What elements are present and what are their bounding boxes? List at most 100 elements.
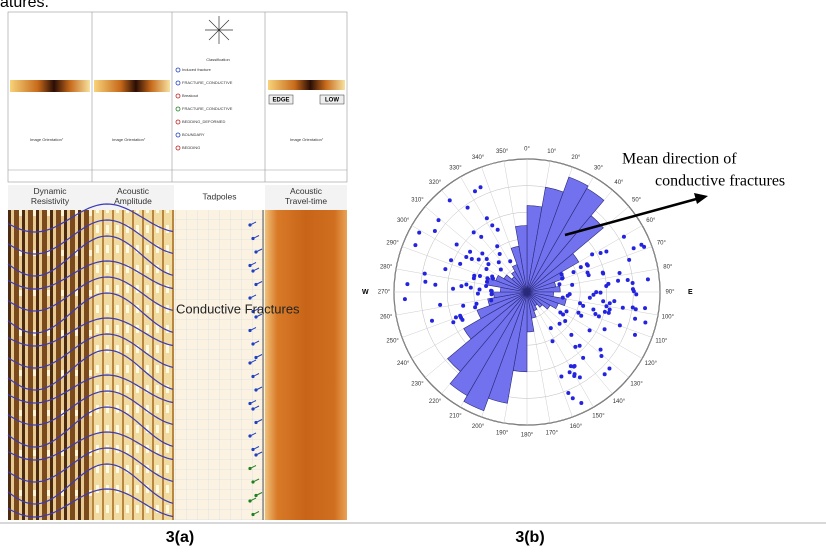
pole-point [578,344,582,348]
pole-point [468,250,472,254]
pole-point [433,283,437,287]
angle-label: 310° [411,198,424,204]
color-bar [10,80,90,92]
angle-label: 90° [665,290,675,296]
pole-point [458,262,462,266]
angle-label: 60° [646,218,656,224]
pole-point [588,328,592,332]
pole-point [472,274,476,278]
pole-point [443,267,447,271]
angle-label: 100° [662,314,675,320]
angle-label: 220° [429,399,442,405]
pole-point [569,364,573,368]
pole-point [632,246,636,250]
pole-point [558,310,562,314]
scale-label: Image Orientation° [112,137,146,142]
pole-point [604,249,608,253]
pole-point [470,257,474,261]
pole-point [621,306,625,310]
pole-point [618,271,622,275]
color-bar [94,80,170,92]
pole-point [573,364,577,368]
tadpole-head [248,264,251,267]
pole-point [590,252,594,256]
angle-label: 150° [592,413,605,419]
pole-point [472,230,476,234]
tadpole-head [251,269,254,272]
angle-label: 130° [630,381,643,387]
scale-label: Image Orientation° [290,137,324,142]
pole-point [578,375,582,379]
button-label[interactable]: EDGE [272,98,289,104]
pole-point [405,282,409,286]
pole-point [604,284,608,288]
tadpole-head [251,237,254,240]
pole-point [498,252,502,256]
pole-point [578,301,582,305]
pole-point [489,298,493,302]
pole-point [579,265,583,269]
pole-point [557,282,561,286]
caption: 3(a) [166,529,194,546]
pole-point [560,272,564,276]
pole-point [566,391,570,395]
pole-point [626,278,630,282]
angle-label: 270° [378,290,391,296]
pole-point [417,231,421,235]
tadpole-head [248,329,251,332]
tadpole-head [248,402,251,405]
tadpole-head [254,283,257,286]
angle-label: 170° [546,430,559,436]
tadpole-head [251,342,254,345]
pole-point [495,244,499,248]
pole-point [603,372,607,376]
angle-label: 280° [380,265,393,271]
pole-point [438,303,442,307]
pole-point [607,311,611,315]
pole-point [479,185,483,189]
compass-label: W [362,289,369,296]
pole-point [643,320,647,324]
pole-point [464,282,468,286]
amplitude-image [92,210,174,520]
log-header [8,12,347,182]
pole-point [579,401,583,405]
pole-point [433,229,437,233]
angle-label: 190° [496,430,509,436]
tadpole-head [251,513,254,516]
arrow-head [694,193,708,204]
tadpole-head [254,356,257,359]
pole-point [499,267,503,271]
tadpole-head [251,375,254,378]
angle-label: 120° [645,361,658,367]
scale-label: Image Orientation° [30,137,64,142]
pole-point [597,314,601,318]
pole-point [508,259,512,263]
annotation: Conductive Fractures [176,301,300,316]
pole-point [599,291,603,295]
pole-point [448,198,452,202]
angle-label: 250° [386,338,399,344]
pole-point [558,322,562,326]
pole-point [601,271,605,275]
button-label[interactable]: LOW [325,98,339,104]
pole-point [585,262,589,266]
tadpole-head [248,223,251,226]
pole-point [599,251,603,255]
pole-point [485,216,489,220]
pole-point [449,258,453,262]
pole-point [568,370,572,374]
pole-point [413,243,417,247]
angle-label: 240° [397,361,410,367]
track-title: AcousticAmplitude [114,186,152,206]
pole-point [490,274,494,278]
pole-point [469,286,473,290]
pole-point [477,258,481,262]
pole-point [484,267,488,271]
pole-point [631,306,635,310]
pole-point [485,276,489,280]
pole-point [587,273,591,277]
pole-point [608,301,612,305]
legend-label: Breakout [182,93,199,98]
